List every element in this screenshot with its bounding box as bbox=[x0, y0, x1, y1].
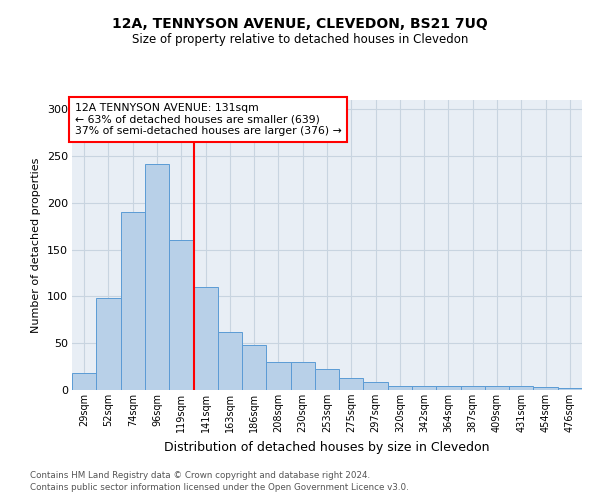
Bar bbox=[96, 298, 121, 390]
Bar bbox=[121, 212, 145, 390]
Bar bbox=[533, 387, 558, 390]
Y-axis label: Number of detached properties: Number of detached properties bbox=[31, 158, 41, 332]
Bar bbox=[388, 386, 412, 390]
Bar bbox=[145, 164, 169, 390]
Bar bbox=[461, 386, 485, 390]
Bar bbox=[558, 388, 582, 390]
Bar bbox=[412, 386, 436, 390]
Text: Size of property relative to detached houses in Clevedon: Size of property relative to detached ho… bbox=[132, 32, 468, 46]
Bar bbox=[436, 386, 461, 390]
Text: 12A, TENNYSON AVENUE, CLEVEDON, BS21 7UQ: 12A, TENNYSON AVENUE, CLEVEDON, BS21 7UQ bbox=[112, 18, 488, 32]
Bar bbox=[266, 362, 290, 390]
Bar bbox=[290, 362, 315, 390]
Bar bbox=[315, 370, 339, 390]
Bar bbox=[509, 386, 533, 390]
Bar bbox=[485, 386, 509, 390]
Text: Contains HM Land Registry data © Crown copyright and database right 2024.: Contains HM Land Registry data © Crown c… bbox=[30, 470, 370, 480]
Bar bbox=[193, 287, 218, 390]
Bar bbox=[218, 332, 242, 390]
Text: Contains public sector information licensed under the Open Government Licence v3: Contains public sector information licen… bbox=[30, 483, 409, 492]
Bar bbox=[242, 345, 266, 390]
Bar bbox=[364, 382, 388, 390]
Bar bbox=[169, 240, 193, 390]
Text: 12A TENNYSON AVENUE: 131sqm
← 63% of detached houses are smaller (639)
37% of se: 12A TENNYSON AVENUE: 131sqm ← 63% of det… bbox=[74, 103, 341, 136]
Bar bbox=[72, 373, 96, 390]
X-axis label: Distribution of detached houses by size in Clevedon: Distribution of detached houses by size … bbox=[164, 440, 490, 454]
Bar bbox=[339, 378, 364, 390]
